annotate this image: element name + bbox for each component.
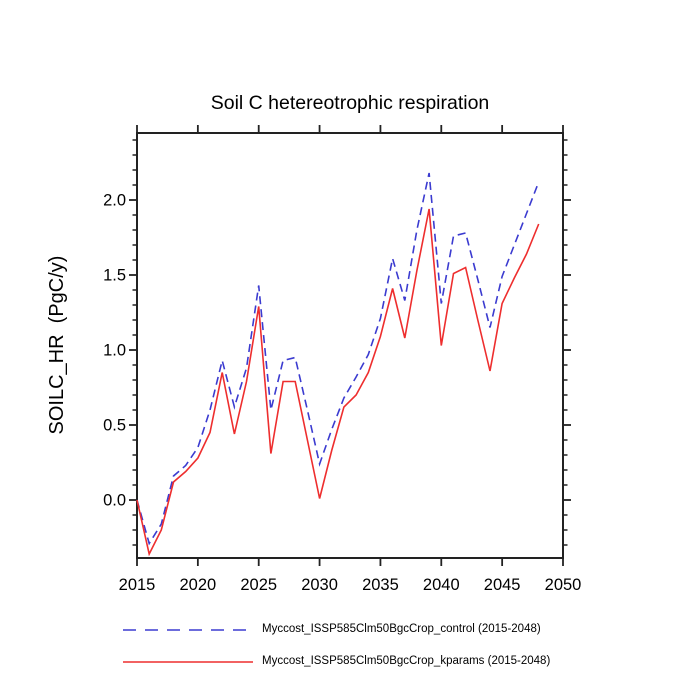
y-tick-label: 1.0 — [103, 342, 126, 360]
x-tick-label: 2015 — [119, 576, 156, 594]
y-tick-label: 2.0 — [103, 192, 126, 210]
x-tick-label: 2045 — [484, 576, 521, 594]
x-tick-label: 2030 — [301, 576, 338, 594]
y-tick-label: 0.0 — [103, 492, 126, 510]
y-tick-label: 1.5 — [103, 267, 126, 285]
legend-label-control: Myccost_ISSP585Clm50BgcCrop_control (201… — [262, 623, 541, 635]
x-tick-label: 2035 — [362, 576, 399, 594]
x-tick-label: 2025 — [240, 576, 277, 594]
series-line-kparams — [136, 208, 540, 557]
x-tick-label: 2050 — [545, 576, 582, 594]
chart-title: Soil C hetereotrophic respiration — [210, 92, 490, 114]
legend-label-kparams: Myccost_ISSP585Clm50BgcCrop_kparams (201… — [262, 655, 551, 667]
x-tick-label: 2040 — [423, 576, 460, 594]
x-tick-label: 2020 — [179, 576, 216, 594]
series-line-control — [136, 172, 540, 546]
plot-frame — [136, 132, 564, 559]
y-tick-label: 0.5 — [103, 417, 126, 435]
